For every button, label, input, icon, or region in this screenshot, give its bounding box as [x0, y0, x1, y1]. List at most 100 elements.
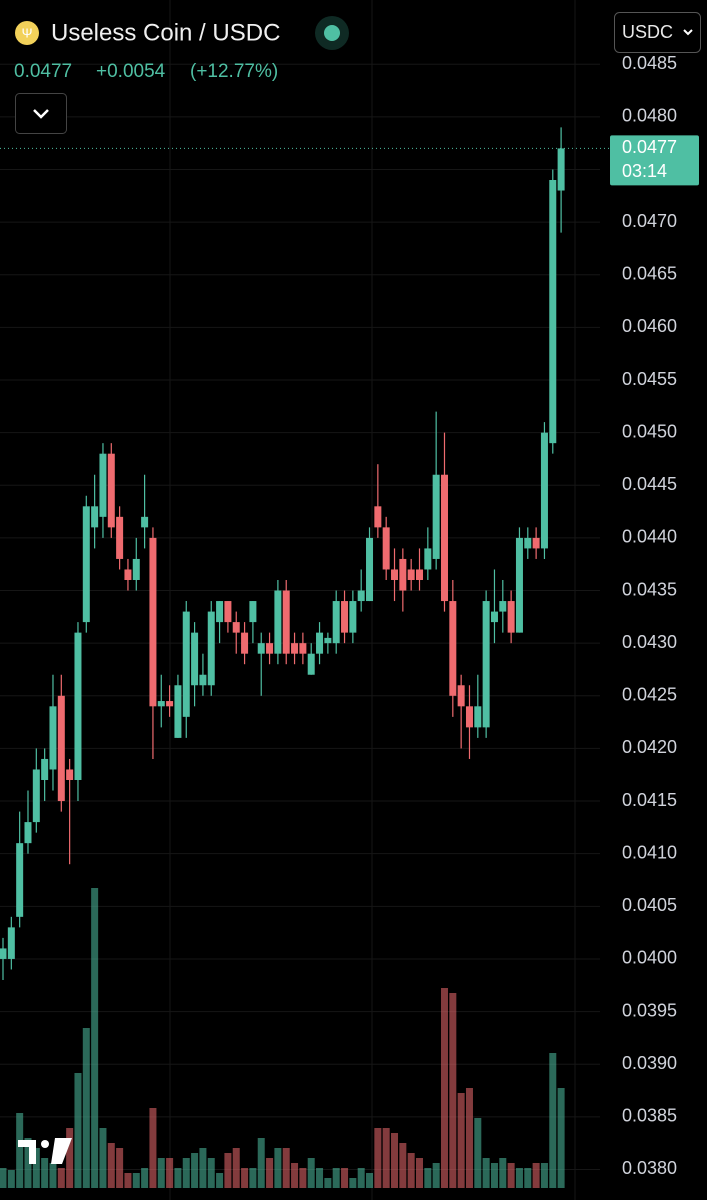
logo-part [51, 1138, 72, 1164]
candle-body [399, 558, 407, 591]
volume-bar [191, 1153, 199, 1188]
candle-body [132, 558, 140, 580]
grid [0, 63, 600, 1170]
volume-bar [241, 1168, 249, 1188]
volume-bar [0, 1168, 7, 1188]
candle-body [224, 601, 232, 623]
y-tick-label: 0.0455 [622, 369, 677, 389]
y-tick-label: 0.0390 [622, 1053, 677, 1073]
candle-body [316, 632, 324, 654]
volume-bar [74, 1073, 82, 1188]
candle-body [407, 569, 415, 580]
candle-body [149, 537, 157, 707]
candle-body [324, 637, 332, 644]
candle-body [424, 548, 432, 570]
volume-bar [16, 1113, 24, 1188]
candle-body [182, 611, 190, 717]
volume-bar [490, 1163, 498, 1188]
candle-body [257, 643, 265, 654]
candle-layer [0, 127, 565, 980]
candle-body [532, 537, 540, 549]
currency-dropdown[interactable] [614, 12, 701, 53]
candle-body [374, 506, 382, 528]
volume-bar [332, 1168, 340, 1188]
y-tick-label: 0.0405 [622, 895, 677, 915]
candle-body [507, 601, 515, 633]
logo-part [41, 1140, 49, 1148]
volume-bar [249, 1168, 257, 1188]
volume-bar [557, 1088, 565, 1188]
volume-bar [499, 1158, 507, 1188]
candle-body [440, 474, 448, 602]
currency-label: USDC [622, 22, 673, 42]
axis-labels: 0.0380 0.0385 0.0390 0.0395 0.0400 0.0405 0.04… [622, 53, 677, 1178]
candle-body [232, 622, 240, 633]
candle-body [457, 685, 465, 707]
y-tick-label: 0.0445 [622, 474, 677, 494]
y-tick-label: 0.0465 [622, 263, 677, 283]
volume-bar [91, 888, 99, 1188]
logo-part [29, 1140, 36, 1164]
y-tick-label: 0.0480 [622, 106, 677, 126]
candle-body [141, 516, 149, 528]
volume-bar [374, 1128, 382, 1188]
volume-bar [524, 1168, 532, 1188]
candle-body [191, 632, 199, 686]
volume-bar [282, 1148, 290, 1188]
volume-bar [349, 1178, 357, 1188]
last-price-label: 0.0477 [622, 137, 677, 157]
volume-bar [324, 1178, 332, 1188]
chevron-icon [33, 109, 49, 119]
volume-bar [124, 1173, 132, 1188]
volume-bar [399, 1143, 407, 1188]
candle-body [157, 701, 165, 707]
candle-body [282, 590, 290, 654]
candle-body [549, 180, 557, 444]
candle-body [216, 601, 224, 623]
countdown-label: 03:14 [622, 161, 667, 181]
volume-bar [216, 1173, 224, 1188]
candle-body [274, 590, 282, 654]
coin-logo [15, 21, 39, 45]
y-tick-label: 0.0420 [622, 737, 677, 757]
volume-bar [32, 1148, 40, 1188]
volume-bar [224, 1153, 232, 1188]
candle-body [416, 569, 423, 580]
candle-body [49, 706, 57, 770]
y-tick-label: 0.0395 [622, 1000, 677, 1020]
volume-bar [82, 1028, 90, 1188]
volume-bar [549, 1053, 557, 1188]
volume-bar [266, 1158, 274, 1188]
y-tick-label: 0.0380 [622, 1158, 677, 1178]
volume-bar [299, 1168, 307, 1188]
candle-body [515, 537, 523, 633]
volume-bar [357, 1168, 365, 1188]
collapse-button[interactable] [15, 93, 67, 134]
volume-bar [465, 1088, 473, 1188]
candle-body [116, 516, 124, 559]
volume-bar [157, 1158, 165, 1188]
header-price: 0.0477 [14, 61, 72, 82]
volume-bar [199, 1148, 207, 1188]
header-change-pct: (+12.77%) [190, 61, 278, 82]
candle-body [482, 601, 490, 728]
volume-bar [274, 1148, 282, 1188]
y-tick-label: 0.0430 [622, 632, 677, 652]
volume-bar [49, 1163, 57, 1188]
volume-bar [99, 1128, 107, 1188]
volume-bar [7, 1170, 15, 1188]
candle-body [7, 927, 15, 959]
y-tick-label: 0.0435 [622, 579, 677, 599]
volume-bar [482, 1158, 490, 1188]
candle-body [57, 695, 65, 802]
candle-body [241, 632, 249, 654]
volume-bar [540, 1163, 548, 1188]
volume-bar [182, 1158, 190, 1188]
volume-bar [449, 993, 457, 1188]
volume-bar [407, 1153, 415, 1188]
y-tick-label: 0.0410 [622, 842, 677, 862]
candle-body [41, 758, 49, 780]
volume-bar [66, 1128, 74, 1188]
